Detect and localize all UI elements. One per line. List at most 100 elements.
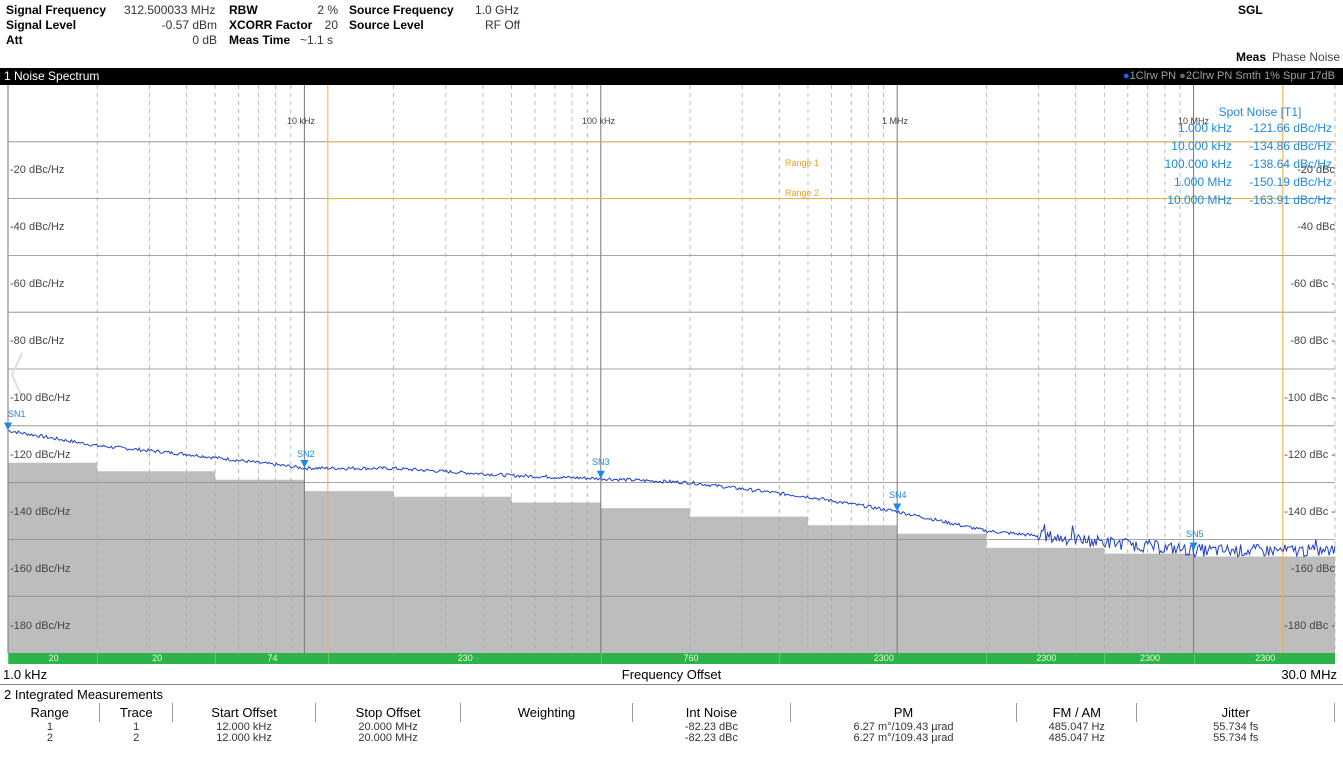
rbw-value[interactable]: 2 % bbox=[317, 3, 338, 17]
source-frequency-value[interactable]: 1.0 GHz bbox=[475, 3, 520, 17]
noise-floor-area bbox=[8, 462, 1335, 653]
meas-time-value[interactable]: ~1.1 s bbox=[300, 33, 334, 47]
settings-header: Signal Frequency 312.500033 MHz Signal L… bbox=[0, 0, 1343, 68]
noise-spectrum-title: 1 Noise Spectrum bbox=[4, 69, 100, 83]
segment-count: 20 bbox=[8, 653, 98, 664]
y-label-right: -100 dBc - bbox=[1284, 392, 1335, 404]
cell bbox=[461, 722, 633, 733]
trace1-legend: 1Clrw PN bbox=[1129, 70, 1177, 82]
cell: 485.047 Hz bbox=[1048, 721, 1105, 733]
marker-sn3-label[interactable]: SN3 bbox=[592, 457, 610, 467]
sgl-indicator: SGL bbox=[1238, 3, 1263, 17]
range1-label: Range 1 bbox=[785, 158, 820, 168]
marker-sn2-label[interactable]: SN2 bbox=[297, 449, 315, 459]
source-level-label: Source Level bbox=[349, 18, 424, 32]
spot-freq: 1.000 MHz bbox=[1173, 175, 1232, 189]
xcorr-value[interactable]: 20 bbox=[324, 18, 338, 32]
marker-sn1-label[interactable]: SN1 bbox=[8, 409, 26, 419]
cell: 55.734 fs bbox=[1213, 721, 1259, 733]
segment-count: 2300 bbox=[986, 653, 1105, 664]
trace2-dot-icon: ● bbox=[1179, 70, 1186, 82]
segment-count: 2300 bbox=[779, 653, 987, 664]
meas-time-label: Meas Time bbox=[229, 33, 291, 47]
col-range[interactable]: Range bbox=[0, 703, 101, 722]
plot-canvas[interactable] bbox=[0, 85, 1343, 653]
marker-sn5-icon bbox=[1189, 542, 1198, 551]
y-label-left: -140 dBc/Hz bbox=[10, 506, 71, 518]
col-stop-offset[interactable]: Stop Offset bbox=[315, 703, 462, 722]
cell: 1 bbox=[133, 721, 140, 733]
signal-frequency-value[interactable]: 312.500033 MHz bbox=[124, 3, 216, 17]
decade-label-1mhz: 1 MHz bbox=[882, 116, 909, 126]
spot-value: -121.66 dBc/Hz bbox=[1249, 121, 1332, 135]
segment-count: 760 bbox=[600, 653, 780, 664]
spot-noise-row: 1.000 kHz -121.66 dBc/Hz bbox=[1150, 119, 1340, 137]
signal-frequency-label: Signal Frequency bbox=[6, 3, 107, 17]
spot-freq: 10.000 MHz bbox=[1167, 193, 1232, 207]
cell bbox=[461, 733, 633, 744]
table-row: 2 2 12.000 kHz 20.000 MHz -82.23 dBc 6.2… bbox=[0, 733, 1335, 744]
signal-level-label: Signal Level bbox=[6, 18, 77, 32]
decade-label-10mhz: 10 MHz bbox=[1178, 116, 1210, 126]
cell: 485.047 Hz bbox=[1048, 732, 1105, 744]
col-int-noise[interactable]: Int Noise bbox=[632, 703, 791, 722]
trace-1-line bbox=[8, 430, 1336, 559]
source-frequency-label: Source Frequency bbox=[349, 3, 454, 17]
segment-count: 230 bbox=[327, 653, 602, 664]
marker-sn4-label[interactable]: SN4 bbox=[889, 490, 907, 500]
spot-value: -138.64 dBc/Hz bbox=[1249, 157, 1332, 171]
decade-label-10khz: 10 kHz bbox=[287, 116, 316, 126]
integration-segments-bar: 20 20 74 230 760 2300 2300 2300 2300 bbox=[8, 653, 1335, 664]
spot-value: -163.91 dBc/Hz bbox=[1249, 193, 1332, 207]
rbw-label: RBW bbox=[229, 3, 258, 17]
marker-sn1-icon bbox=[4, 422, 12, 431]
decade-label-100khz: 100 kHz bbox=[582, 116, 616, 126]
y-label-left: -120 dBc/Hz bbox=[10, 449, 71, 461]
x-axis-label: Frequency Offset bbox=[621, 667, 722, 682]
integrated-measurements-panel[interactable]: 2 Integrated Measurements Range Trace St… bbox=[0, 684, 1343, 768]
noise-spectrum-titlebar[interactable]: 1 Noise Spectrum ●1Clrw PN ●2Clrw PN Smt… bbox=[0, 68, 1343, 85]
trace2-legend: 2Clrw PN Smth 1% Spur 17dB bbox=[1185, 70, 1335, 82]
y-label-right: -120 dBc - bbox=[1284, 449, 1335, 461]
x-axis-start[interactable]: 1.0 kHz bbox=[3, 667, 48, 682]
integrated-measurements-table[interactable]: Range Trace Start Offset Stop Offset Wei… bbox=[0, 703, 1335, 744]
y-label-right: -140 dBc - bbox=[1284, 506, 1335, 518]
x-axis-end[interactable]: 30.0 MHz bbox=[1281, 667, 1337, 682]
marker-sn5-label[interactable]: SN5 bbox=[1186, 529, 1204, 539]
att-value[interactable]: 0 dB bbox=[192, 33, 217, 47]
col-trace[interactable]: Trace bbox=[99, 703, 174, 722]
y-label-left: -20 dBc/Hz bbox=[10, 164, 65, 176]
meas-value[interactable]: Phase Noise bbox=[1272, 50, 1341, 64]
y-label-left: -40 dBc/Hz bbox=[10, 221, 65, 233]
cell: 12.000 kHz bbox=[216, 732, 272, 744]
y-label-left: -60 dBc/Hz bbox=[10, 278, 65, 290]
source-level-value[interactable]: RF Off bbox=[485, 18, 521, 32]
cell: -82.23 dBc bbox=[684, 732, 738, 744]
y-label-right: -60 dBc - bbox=[1290, 278, 1335, 290]
cell: 6.27 m°/109.43 µrad bbox=[853, 732, 954, 744]
y-label-left: -100 dBc/Hz bbox=[10, 392, 71, 404]
y-label-right: -160 dBc bbox=[1290, 563, 1335, 575]
spot-freq: 1.000 kHz bbox=[1177, 121, 1232, 135]
table-row: 1 1 12.000 kHz 20.000 MHz -82.23 dBc 6.2… bbox=[0, 722, 1335, 733]
spot-freq: 10.000 kHz bbox=[1171, 139, 1232, 153]
cell: 20.000 MHz bbox=[358, 732, 418, 744]
cell: 6.27 m°/109.43 µrad bbox=[853, 721, 954, 733]
spot-noise-table[interactable]: Spot Noise [T1] 1.000 kHz -121.66 dBc/Hz… bbox=[1150, 105, 1340, 209]
signal-level-value[interactable]: -0.57 dBm bbox=[161, 18, 217, 32]
cell: 2 bbox=[46, 732, 54, 744]
segment-count: 2300 bbox=[1193, 653, 1336, 664]
spot-noise-title: Spot Noise [T1] bbox=[1218, 105, 1302, 119]
col-fm-am[interactable]: FM / AM bbox=[1016, 703, 1138, 722]
x-axis: 1.0 kHz Frequency Offset 30.0 MHz bbox=[0, 664, 1343, 684]
range2-label: Range 2 bbox=[785, 188, 820, 198]
y-label-right: -180 dBc - bbox=[1284, 620, 1335, 632]
att-label: Att bbox=[6, 33, 23, 47]
marker-sn4-icon bbox=[893, 503, 902, 512]
col-weighting[interactable]: Weighting bbox=[460, 703, 633, 722]
y-label-left: -160 dBc/Hz bbox=[10, 563, 71, 575]
noise-spectrum-plot[interactable]: 10 kHz 100 kHz 1 MHz 10 MHz -20 dBc/Hz -… bbox=[0, 85, 1343, 653]
col-pm[interactable]: PM bbox=[790, 703, 1018, 722]
col-start-offset[interactable]: Start Offset bbox=[172, 703, 317, 722]
col-jitter[interactable]: Jitter bbox=[1136, 703, 1335, 722]
